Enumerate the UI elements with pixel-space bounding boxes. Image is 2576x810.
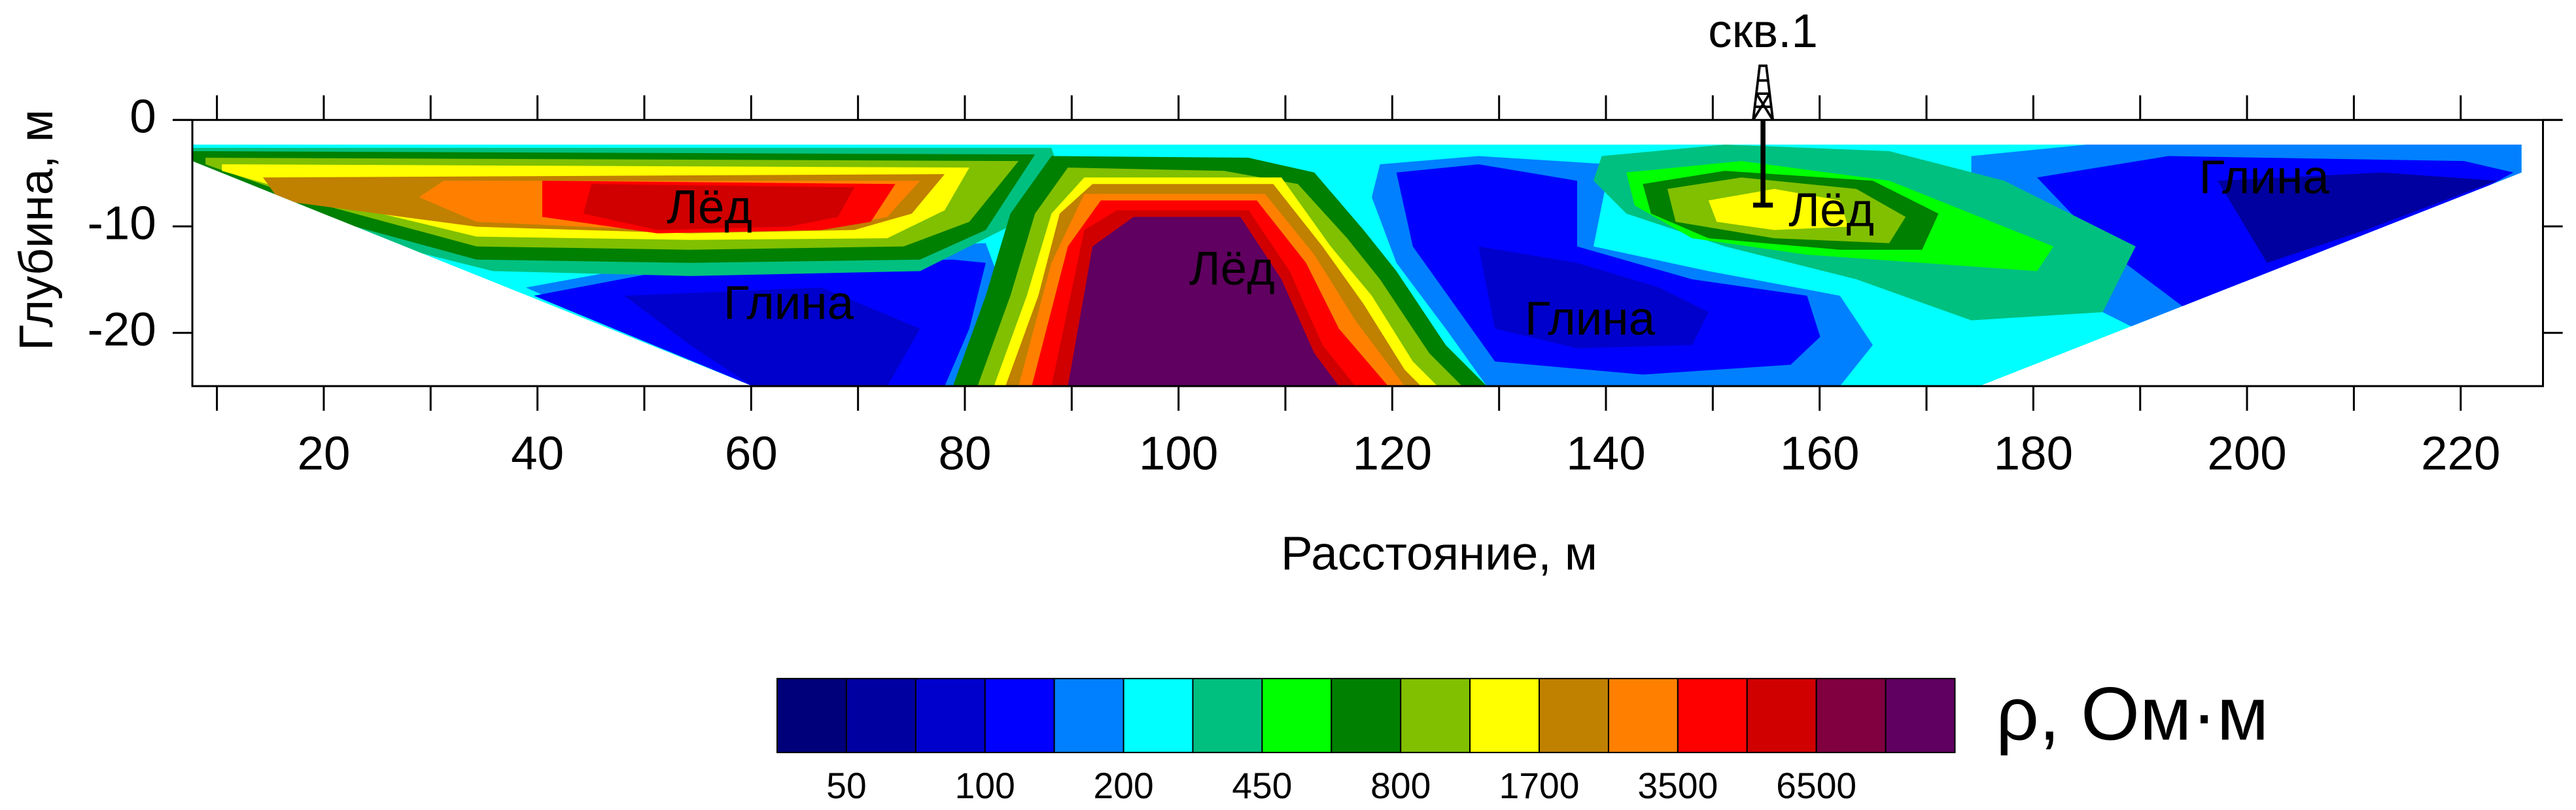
colorbar-tick-label: 800	[1370, 766, 1431, 806]
colorbar-tick-label: 50	[826, 766, 866, 806]
colorbar-tick-label: 100	[955, 766, 1015, 806]
colorbar-swatch	[1469, 678, 1540, 754]
well-label: скв.1	[1708, 5, 1818, 58]
y-tick-label: -20	[88, 303, 156, 356]
x-tick-label: 40	[511, 427, 564, 480]
colorbar-title: ρ, Ом·м	[1996, 671, 2269, 756]
annotation: Глина	[723, 276, 854, 329]
colorbar-swatch	[1261, 678, 1332, 754]
colorbar-swatch	[1677, 678, 1748, 754]
x-tick-label: 20	[297, 427, 350, 480]
colorbar-swatch	[1331, 678, 1402, 754]
colorbar-swatch	[845, 678, 916, 754]
x-tick-label: 160	[1780, 427, 1860, 480]
x-tick-label: 180	[1994, 427, 2074, 480]
x-axis-title: Расстояние, м	[1281, 527, 1597, 580]
y-tick-label: -10	[88, 196, 156, 249]
contour-region	[583, 184, 855, 230]
annotation: Лёд	[1788, 184, 1874, 237]
colorbar-swatch	[1400, 678, 1471, 754]
colorbar-swatch	[1746, 678, 1817, 754]
y-axis-title: Глубина, м	[10, 109, 63, 351]
colorbar-swatch	[1607, 678, 1679, 754]
x-tick-label: 80	[939, 427, 992, 480]
colorbar-tick-label: 1700	[1499, 766, 1580, 806]
colorbar-swatch	[776, 678, 847, 754]
annotation: Глина	[1525, 292, 1656, 345]
x-tick-label: 200	[2207, 427, 2287, 480]
colorbar-swatch	[1815, 678, 1887, 754]
colorbar-tick-label: 6500	[1776, 766, 1856, 806]
annotation: Лёд	[667, 181, 752, 234]
contour-region	[2218, 172, 2498, 263]
colorbar-swatch	[1885, 678, 1956, 754]
colorbar-swatch	[1539, 678, 1609, 754]
x-tick-label: 220	[2421, 427, 2501, 480]
colorbar-tick-label: 200	[1094, 766, 1154, 806]
contour-region	[1068, 217, 1339, 387]
colorbar-tick-label: 450	[1232, 766, 1292, 806]
x-tick-label: 120	[1353, 427, 1433, 480]
well-derrick	[1752, 64, 1775, 121]
y-tick-label: 0	[130, 90, 156, 143]
annotation: Лёд	[1189, 242, 1275, 295]
x-tick-label: 140	[1566, 427, 1646, 480]
contour-region	[1478, 246, 1709, 349]
plot-frame	[191, 118, 2545, 387]
colorbar-swatch	[1053, 678, 1124, 754]
contour-region	[624, 287, 920, 387]
colorbar-swatch	[914, 678, 986, 754]
resistivity-section	[192, 144, 2522, 387]
colorbar-tick-label: 3500	[1637, 766, 1718, 806]
x-tick-label: 100	[1139, 427, 1219, 480]
colorbar-swatch	[1192, 678, 1263, 754]
colorbar-swatch	[984, 678, 1055, 754]
x-tick-label: 60	[725, 427, 778, 480]
colorbar-swatch	[1123, 678, 1194, 754]
annotation: Глина	[2199, 150, 2330, 203]
contour-region	[1708, 188, 1849, 230]
